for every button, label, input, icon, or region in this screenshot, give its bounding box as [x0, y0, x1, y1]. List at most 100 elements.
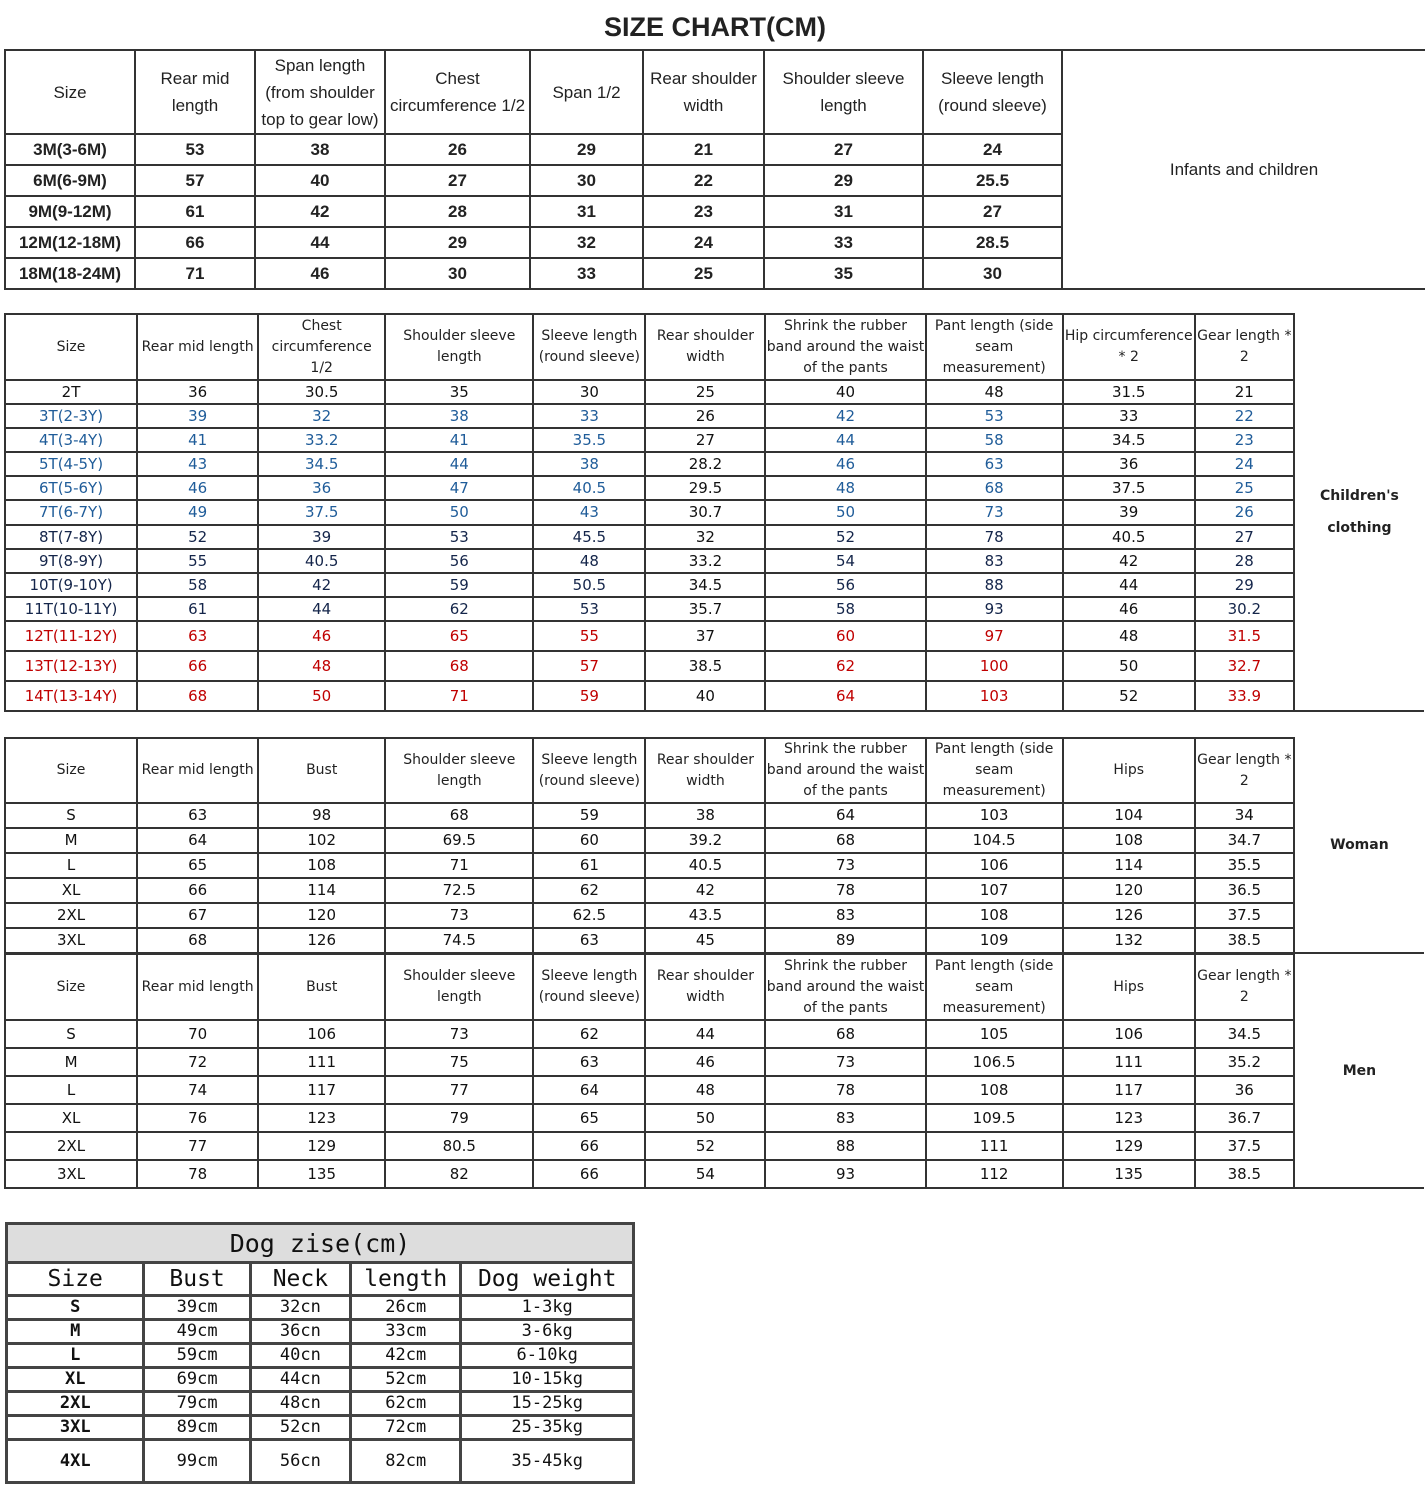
- table-cell: 77: [136, 1131, 260, 1161]
- column-header: Rear shoulder width: [642, 49, 765, 135]
- table-cell: 18M(18-24M): [4, 257, 136, 290]
- table-cell: 30.5: [257, 379, 387, 405]
- table-cell: 59: [384, 572, 535, 598]
- table-cell: 62: [532, 877, 647, 904]
- column-header: Rear mid length: [136, 313, 260, 381]
- table-cell: 52: [136, 524, 260, 550]
- table-cell: 64: [136, 827, 260, 854]
- table-cell: 44: [644, 1019, 767, 1049]
- table-cell: 40.5: [1061, 524, 1196, 550]
- table-cell: 30.7: [644, 499, 767, 526]
- table-cell: 2XL: [3, 1131, 139, 1161]
- table-row: S 39cm 32cn 26cm 1-3kg: [4, 1294, 635, 1321]
- table-cell: 52: [764, 524, 927, 550]
- table-cell: 66: [532, 1131, 647, 1161]
- table-cell: 44: [764, 427, 927, 453]
- table-cell: 24: [922, 133, 1063, 166]
- table-cell: 68: [136, 680, 260, 712]
- table-cell: 38: [384, 403, 535, 429]
- table-cell: 135: [1061, 1159, 1196, 1189]
- table-cell: 117: [257, 1075, 387, 1105]
- table-cell: 71: [384, 852, 535, 879]
- column-header: Neck: [248, 1261, 353, 1297]
- table-cell: 32: [529, 226, 644, 259]
- table-row: 12M(12-18M) 66 44 29 32 24 33 28.5: [4, 226, 1425, 259]
- table-cell: 82cm: [349, 1438, 463, 1484]
- table-cell: 30: [532, 379, 647, 405]
- table-cell: 42cm: [349, 1342, 463, 1369]
- table-cell: 123: [1061, 1103, 1196, 1133]
- table-cell: 31: [763, 195, 924, 228]
- table-cell: 10T(9-10Y): [3, 572, 139, 598]
- table-cell: 41: [384, 427, 535, 453]
- table-cell: 65: [136, 852, 260, 879]
- table-cell: 43.5: [644, 902, 767, 929]
- table-cell: 67: [136, 902, 260, 929]
- table-cell: XL: [3, 877, 139, 904]
- table-cell: 104: [1061, 802, 1196, 829]
- column-header: Hips: [1061, 737, 1196, 804]
- table-cell: XL: [3, 1103, 139, 1133]
- table-cell: 57: [532, 650, 647, 682]
- table-cell: 40.5: [532, 475, 647, 501]
- table-row: XL 69cm 44cn 52cm 10-15kg: [4, 1366, 635, 1393]
- table-cell: 37.5: [1193, 902, 1295, 929]
- table-cell: 40: [644, 680, 767, 712]
- table-cell: 72.5: [384, 877, 535, 904]
- table-cell: 3XL: [4, 1414, 146, 1441]
- table-row: 10T(9-10Y) 58 42 59 50.5 34.5 56 88 44 29: [3, 572, 1424, 598]
- table-cell: 50: [644, 1103, 767, 1133]
- table-cell: 28.5: [922, 226, 1063, 259]
- table-cell: 27: [1193, 524, 1295, 550]
- table-cell: 49cm: [142, 1318, 252, 1345]
- table-cell: 63: [136, 802, 260, 829]
- table-cell: 97: [924, 620, 1064, 652]
- table-cell: 50: [257, 680, 387, 712]
- table-cell: 48: [532, 548, 647, 574]
- table-cell: 129: [257, 1131, 387, 1161]
- table-cell: 34.5: [1193, 1019, 1295, 1049]
- table-cell: 78: [924, 524, 1064, 550]
- table-cell: 4XL: [4, 1438, 146, 1484]
- table-row: 11T(10-11Y) 61 44 62 53 35.7 58 93 46 30.2: [3, 596, 1424, 622]
- table-cell: 36.5: [1193, 877, 1295, 904]
- table-cell: 135: [257, 1159, 387, 1189]
- table-cell: 2T: [3, 379, 139, 405]
- table-cell: 38: [254, 133, 386, 166]
- table-cell: 36: [136, 379, 260, 405]
- table-cell: 103: [924, 802, 1064, 829]
- column-header: Sleeve length (round sleeve): [532, 313, 647, 381]
- table-cell: 6-10kg: [459, 1342, 635, 1369]
- table-cell: 58: [764, 596, 927, 622]
- table-cell: 62: [384, 596, 535, 622]
- column-header: Bust: [257, 737, 387, 804]
- table-cell: 76: [136, 1103, 260, 1133]
- table-cell: 74: [136, 1075, 260, 1105]
- table-cell: 29: [1193, 572, 1295, 598]
- table-cell: 6T(5-6Y): [3, 475, 139, 501]
- table-cell: 33: [532, 403, 647, 429]
- table-cell: 33: [763, 226, 924, 259]
- table-cell: 3-6kg: [459, 1318, 635, 1345]
- table-cell: 66: [134, 226, 256, 259]
- column-header: Gear length * 2: [1193, 313, 1295, 381]
- table-cell: 42: [764, 403, 927, 429]
- column-header: Size: [4, 1261, 146, 1297]
- table-cell: 68: [384, 650, 535, 682]
- table-cell: 108: [1061, 827, 1196, 854]
- table-cell: 38.5: [1193, 927, 1295, 954]
- table-cell: 53: [384, 524, 535, 550]
- table-cell: 15-25kg: [459, 1390, 635, 1417]
- table-cell: 36: [257, 475, 387, 501]
- table-cell: M: [3, 1047, 139, 1077]
- table-cell: 109: [924, 927, 1064, 954]
- table-row: 4XL 99cm 56cn 82cm 35-45kg: [4, 1438, 635, 1484]
- table-cell: 52cn: [248, 1414, 353, 1441]
- table-cell: 39: [136, 403, 260, 429]
- table-cell: 72: [136, 1047, 260, 1077]
- table-cell: 43: [136, 451, 260, 477]
- column-header: Shrink the rubber band around the waist …: [764, 953, 927, 1021]
- column-header: Bust: [257, 953, 387, 1021]
- table-cell: 114: [1061, 852, 1196, 879]
- column-header: Rear shoulder width: [644, 737, 767, 804]
